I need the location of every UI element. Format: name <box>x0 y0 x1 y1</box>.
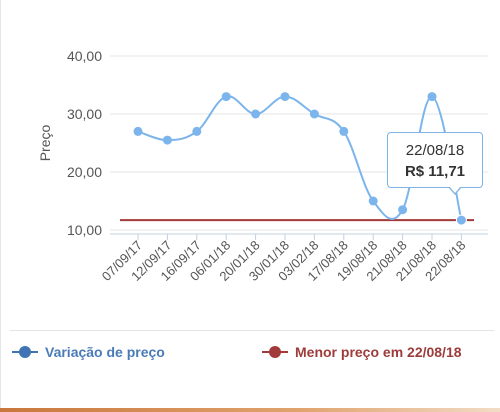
legend-label-price-variation: Variação de preço <box>45 344 165 360</box>
tooltip-price: R$ 11,71 <box>404 163 466 180</box>
data-point <box>133 126 143 136</box>
data-point <box>221 92 231 102</box>
data-point <box>192 126 202 136</box>
y-axis-title: Preço <box>37 125 53 162</box>
legend-item-price-variation[interactable]: Variação de preço <box>12 344 165 360</box>
tooltip-date: 22/08/18 <box>405 142 465 159</box>
legend-item-lowest-price[interactable]: Menor preço em 22/08/18 <box>262 344 462 360</box>
legend-marker-icon <box>262 346 288 358</box>
legend-divider <box>10 330 494 331</box>
data-point <box>398 205 408 215</box>
y-tick-label: 20,00 <box>67 164 102 180</box>
chart-canvas: 10,0020,0030,0040,00Preço07/09/1712/09/1… <box>37 48 488 284</box>
data-point <box>427 92 437 102</box>
tooltip-pointer-fill <box>449 186 461 193</box>
y-tick-label: 30,00 <box>67 106 102 122</box>
data-point <box>339 126 349 136</box>
data-point <box>368 196 378 206</box>
data-point <box>280 92 290 102</box>
highlighted-point <box>455 214 467 226</box>
data-point <box>309 109 319 119</box>
y-tick-label: 10,00 <box>67 222 102 238</box>
frame-left-border <box>0 0 1 412</box>
y-tick-label: 40,00 <box>67 48 102 64</box>
bottom-accent-bar <box>0 408 500 412</box>
legend-marker-icon <box>12 346 38 358</box>
data-point <box>162 135 172 145</box>
data-point <box>251 109 261 119</box>
legend-label-lowest-price: Menor preço em 22/08/18 <box>295 344 462 360</box>
price-tooltip: 22/08/18 R$ 11,71 <box>387 132 483 188</box>
